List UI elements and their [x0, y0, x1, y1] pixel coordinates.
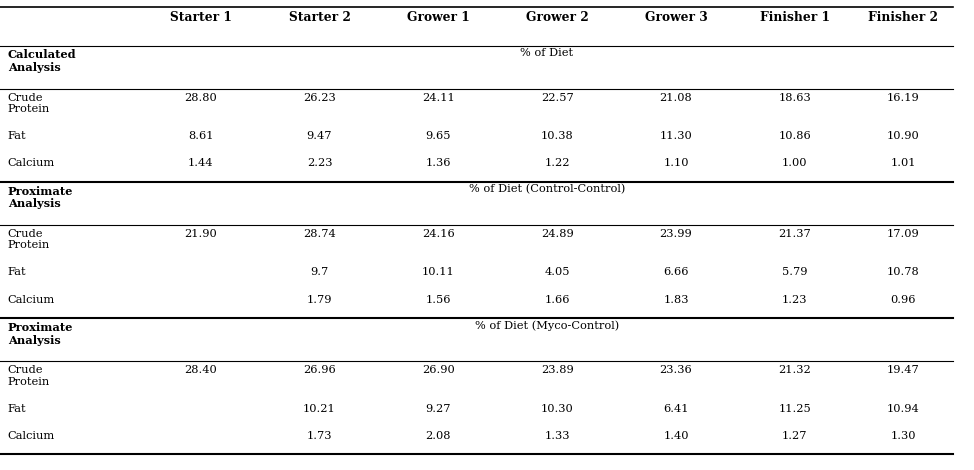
Text: 10.38: 10.38 — [541, 131, 574, 141]
Text: 4.05: 4.05 — [544, 267, 570, 277]
Text: 26.90: 26.90 — [422, 365, 455, 375]
Text: 17.09: 17.09 — [887, 229, 919, 239]
Text: 23.89: 23.89 — [541, 365, 574, 375]
Text: % of Diet (Myco-Control): % of Diet (Myco-Control) — [474, 321, 619, 331]
Text: 18.63: 18.63 — [778, 93, 811, 102]
Text: 28.74: 28.74 — [303, 229, 336, 239]
Text: Proximate
Analysis: Proximate Analysis — [8, 186, 73, 210]
Text: 28.40: 28.40 — [184, 365, 217, 375]
Text: Calcium: Calcium — [8, 158, 56, 168]
Text: 11.25: 11.25 — [778, 404, 811, 414]
Text: 26.96: 26.96 — [303, 365, 336, 375]
Text: 10.21: 10.21 — [303, 404, 336, 414]
Text: 1.73: 1.73 — [307, 431, 332, 441]
Text: 10.78: 10.78 — [887, 267, 919, 277]
Text: 1.27: 1.27 — [782, 431, 807, 441]
Text: Crude
Protein: Crude Protein — [8, 365, 50, 387]
Text: 1.00: 1.00 — [782, 158, 807, 168]
Text: Grower 3: Grower 3 — [645, 11, 707, 24]
Text: 0.96: 0.96 — [890, 295, 917, 305]
Text: % of Diet (Control-Control): % of Diet (Control-Control) — [468, 184, 625, 195]
Text: 24.11: 24.11 — [422, 93, 455, 102]
Text: 24.16: 24.16 — [422, 229, 455, 239]
Text: 10.11: 10.11 — [422, 267, 455, 277]
Text: 1.79: 1.79 — [307, 295, 332, 305]
Text: 11.30: 11.30 — [659, 131, 693, 141]
Text: Calculated
Analysis: Calculated Analysis — [8, 49, 76, 73]
Text: 21.37: 21.37 — [778, 229, 811, 239]
Text: Fat: Fat — [8, 404, 26, 414]
Text: Calcium: Calcium — [8, 295, 56, 305]
Text: 1.56: 1.56 — [426, 295, 451, 305]
Text: 10.30: 10.30 — [541, 404, 574, 414]
Text: 9.7: 9.7 — [311, 267, 328, 277]
Text: Fat: Fat — [8, 267, 26, 277]
Text: 1.30: 1.30 — [890, 431, 917, 441]
Text: 2.08: 2.08 — [426, 431, 451, 441]
Text: Starter 2: Starter 2 — [288, 11, 351, 24]
Text: Proximate
Analysis: Proximate Analysis — [8, 322, 73, 346]
Text: 28.80: 28.80 — [184, 93, 217, 102]
Text: 1.23: 1.23 — [782, 295, 807, 305]
Text: Grower 1: Grower 1 — [407, 11, 469, 24]
Text: 9.47: 9.47 — [307, 131, 332, 141]
Text: 5.79: 5.79 — [782, 267, 807, 277]
Text: 6.66: 6.66 — [663, 267, 689, 277]
Text: 1.22: 1.22 — [544, 158, 570, 168]
Text: 24.89: 24.89 — [541, 229, 574, 239]
Text: 1.66: 1.66 — [544, 295, 570, 305]
Text: 1.33: 1.33 — [544, 431, 570, 441]
Text: Finisher 1: Finisher 1 — [760, 11, 830, 24]
Text: 10.86: 10.86 — [778, 131, 811, 141]
Text: 1.40: 1.40 — [663, 431, 689, 441]
Text: 23.36: 23.36 — [659, 365, 693, 375]
Text: 21.90: 21.90 — [184, 229, 217, 239]
Text: 19.47: 19.47 — [887, 365, 919, 375]
Text: 21.32: 21.32 — [778, 365, 811, 375]
Text: Crude
Protein: Crude Protein — [8, 229, 50, 251]
Text: 10.90: 10.90 — [887, 131, 919, 141]
Text: Fat: Fat — [8, 131, 26, 141]
Text: 1.10: 1.10 — [663, 158, 689, 168]
Text: 22.57: 22.57 — [541, 93, 574, 102]
Text: 23.99: 23.99 — [659, 229, 693, 239]
Text: 10.94: 10.94 — [887, 404, 919, 414]
Text: 2.23: 2.23 — [307, 158, 332, 168]
Text: 1.36: 1.36 — [426, 158, 451, 168]
Text: Calcium: Calcium — [8, 431, 56, 441]
Text: Grower 2: Grower 2 — [526, 11, 588, 24]
Text: Crude
Protein: Crude Protein — [8, 93, 50, 114]
Text: 9.27: 9.27 — [426, 404, 451, 414]
Text: 8.61: 8.61 — [188, 131, 213, 141]
Text: 21.08: 21.08 — [659, 93, 693, 102]
Text: 1.83: 1.83 — [663, 295, 689, 305]
Text: 9.65: 9.65 — [426, 131, 451, 141]
Text: 1.44: 1.44 — [188, 158, 213, 168]
Text: 6.41: 6.41 — [663, 404, 689, 414]
Text: 16.19: 16.19 — [887, 93, 919, 102]
Text: % of Diet: % of Diet — [520, 48, 574, 58]
Text: 26.23: 26.23 — [303, 93, 336, 102]
Text: Finisher 2: Finisher 2 — [869, 11, 938, 24]
Text: Starter 1: Starter 1 — [169, 11, 232, 24]
Text: 1.01: 1.01 — [890, 158, 917, 168]
